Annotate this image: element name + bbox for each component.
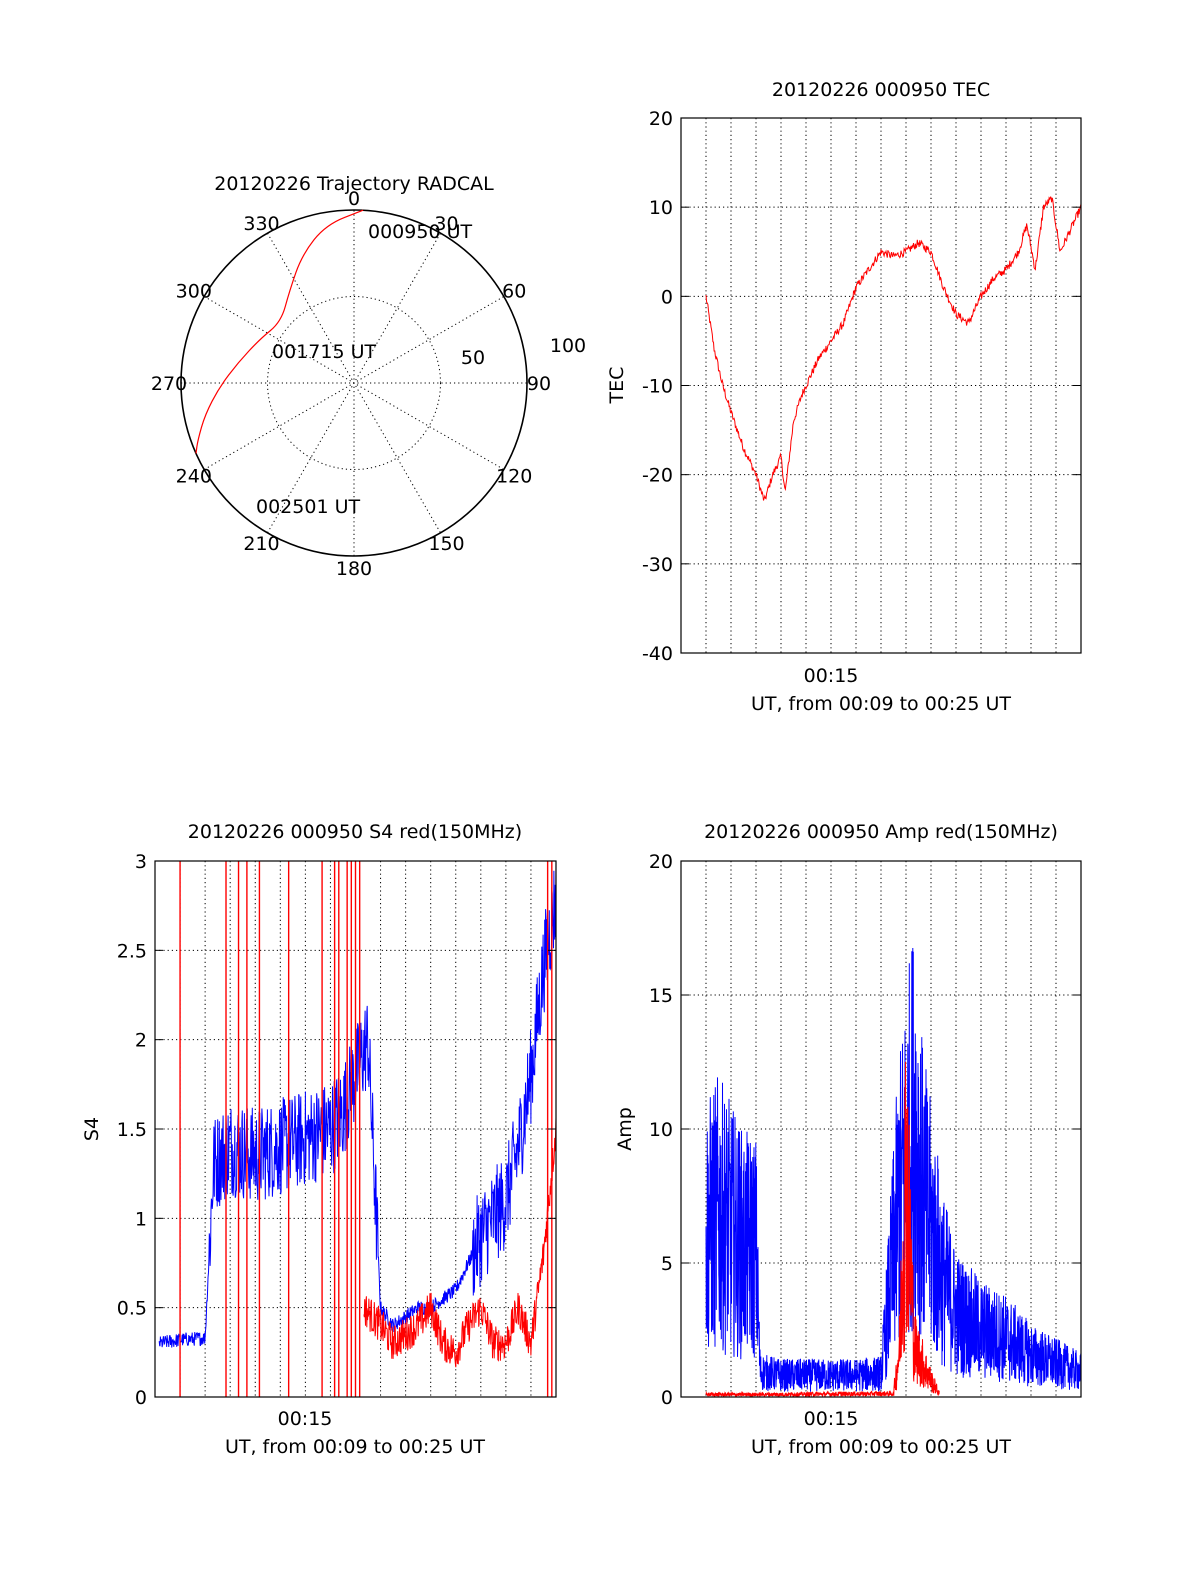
s4-ytick-label: 3 bbox=[135, 851, 147, 873]
s4-ytick-label: 2 bbox=[135, 1030, 147, 1052]
amp-ytick-label: 10 bbox=[649, 1119, 673, 1141]
polar-angle-label-180: 180 bbox=[336, 558, 372, 580]
polar-radius-label-100: 100 bbox=[550, 335, 586, 357]
s4-panel: 20120226 000950 S4 red(150MHz) 0 0.5 1 1.5 2… bbox=[81, 821, 557, 1458]
s4-ytick-label: 1 bbox=[135, 1208, 147, 1230]
s4-ytick-label: 1.5 bbox=[117, 1119, 147, 1141]
tec-ytick-label: -20 bbox=[642, 465, 673, 487]
time-label-mid: 001715 UT bbox=[272, 341, 376, 363]
amp-panel: 20120226 000950 Amp red(150MHz) 0 5 10 15 20… bbox=[614, 821, 1082, 1458]
tec-series bbox=[705, 196, 1082, 501]
polar-angle-label-150: 150 bbox=[428, 533, 464, 555]
polar-angle-label-0: 0 bbox=[348, 188, 360, 210]
s4-x-tick-label: 00:15 bbox=[278, 1408, 333, 1430]
s4-x-axis-label: UT, from 00:09 to 00:25 UT bbox=[225, 1436, 485, 1458]
s4-title: 20120226 000950 S4 red(150MHz) bbox=[188, 821, 522, 843]
s4-series-0-line bbox=[158, 860, 557, 1348]
polar-inner-ring bbox=[267, 296, 441, 470]
amp-x-tick-label: 00:15 bbox=[804, 1408, 859, 1430]
tec-x-tick-label: 00:15 bbox=[804, 665, 859, 687]
polar-spokes bbox=[181, 210, 527, 556]
amp-ytick-label: 0 bbox=[661, 1387, 673, 1409]
amp-series-1-line bbox=[705, 1061, 940, 1399]
polar-angle-label-30: 30 bbox=[434, 213, 458, 235]
amp-grid bbox=[681, 861, 1081, 1397]
s4-ytick-label: 0 bbox=[135, 1387, 147, 1409]
tec-grid bbox=[681, 118, 1081, 653]
polar-panel: 20120226 Trajectory RADCAL 0 30 60 90 120 150… bbox=[151, 173, 586, 580]
tec-ytick-label: -40 bbox=[642, 643, 673, 665]
s4-y-axis-label: S4 bbox=[81, 1117, 103, 1141]
s4-ytick-label: 2.5 bbox=[117, 940, 147, 962]
amp-x-axis-label: UT, from 00:09 to 00:25 UT bbox=[751, 1436, 1011, 1458]
tec-ytick-label: 10 bbox=[649, 197, 673, 219]
polar-angle-label-120: 120 bbox=[496, 466, 532, 488]
s4-series bbox=[158, 860, 557, 1397]
tec-series-0-line bbox=[705, 196, 1082, 501]
tec-ytick-label: 20 bbox=[649, 108, 673, 130]
polar-angle-labels: 0 30 60 90 120 150 180 210 240 270 300 330 bbox=[151, 188, 551, 580]
amp-series-0-line bbox=[705, 947, 1082, 1392]
polar-angle-label-330: 330 bbox=[243, 213, 279, 235]
tec-x-axis-label: UT, from 00:09 to 00:25 UT bbox=[751, 693, 1011, 715]
time-label-end: 002501 UT bbox=[256, 496, 360, 518]
polar-spoke-150 bbox=[267, 232, 441, 534]
amp-ytick-label: 5 bbox=[661, 1253, 673, 1275]
amp-ytick-label: 15 bbox=[649, 985, 673, 1007]
s4-y-ticks: 0 0.5 1 1.5 2 2.5 3 bbox=[117, 851, 556, 1409]
polar-radius-label-50: 50 bbox=[461, 347, 485, 369]
polar-angle-label-60: 60 bbox=[502, 281, 526, 303]
polar-angle-label-210: 210 bbox=[243, 533, 279, 555]
polar-angle-label-270: 270 bbox=[151, 373, 187, 395]
polar-angle-label-240: 240 bbox=[176, 466, 212, 488]
time-label-start: 000950 UT bbox=[368, 221, 472, 243]
tec-ytick-label: -10 bbox=[642, 376, 673, 398]
amp-y-axis-label: Amp bbox=[614, 1107, 636, 1151]
trajectory-line bbox=[195, 209, 364, 454]
polar-title: 20120226 Trajectory RADCAL bbox=[214, 173, 494, 195]
tec-y-axis-label: TEC bbox=[606, 367, 628, 405]
tec-ytick-label: -30 bbox=[642, 554, 673, 576]
amp-ytick-label: 20 bbox=[649, 851, 673, 873]
polar-angle-label-300: 300 bbox=[176, 281, 212, 303]
s4-series-1-line bbox=[363, 1117, 557, 1368]
polar-angle-label-90: 90 bbox=[527, 373, 551, 395]
tec-y-ticks: -40 -30 -20 -10 0 10 20 bbox=[642, 108, 1081, 665]
amp-title: 20120226 000950 Amp red(150MHz) bbox=[704, 821, 1058, 843]
tec-ytick-label: 0 bbox=[661, 286, 673, 308]
s4-ytick-label: 0.5 bbox=[117, 1298, 147, 1320]
amp-y-ticks: 0 5 10 15 20 bbox=[649, 851, 1081, 1409]
tec-title: 20120226 000950 TEC bbox=[772, 79, 990, 101]
tec-panel: 20120226 000950 TEC -40 -30 -20 -10 0 10 20 00… bbox=[606, 79, 1082, 715]
amp-series bbox=[705, 947, 1082, 1399]
